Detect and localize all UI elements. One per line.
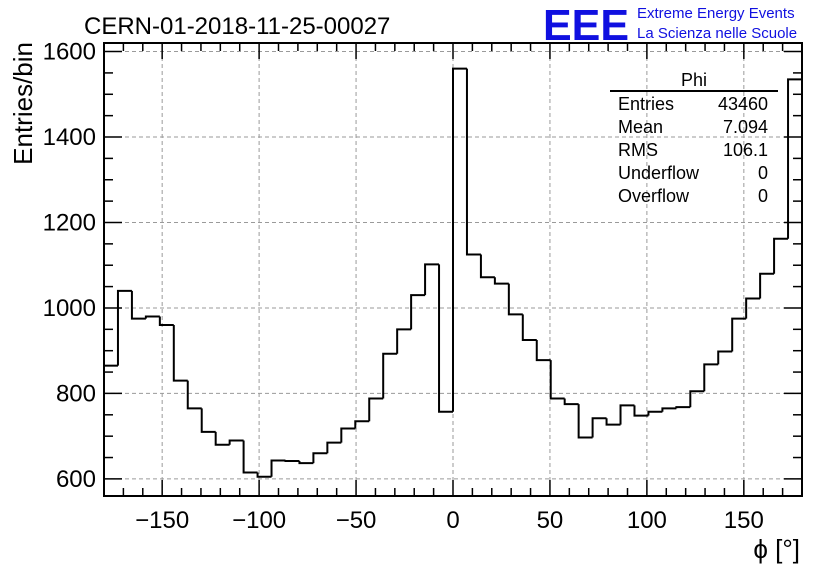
- histogram-bin: [563, 398, 579, 406]
- y-tick-label: 1000: [43, 295, 96, 322]
- stats-label-underflow: Underflow: [618, 163, 700, 183]
- grid: [104, 43, 802, 496]
- histogram-bin: [787, 78, 802, 239]
- histogram-bin: [535, 340, 551, 362]
- stats-label-entries: Entries: [618, 94, 674, 114]
- histogram-bin: [312, 452, 328, 464]
- logo-line-2: La Scienza nelle Scuole: [637, 25, 797, 42]
- x-axis-label: ϕ [°]: [753, 534, 800, 564]
- histogram-bin: [521, 314, 537, 342]
- logo-mark: EEE: [543, 1, 629, 50]
- histogram-bin: [465, 68, 481, 256]
- histogram-bin: [438, 264, 453, 413]
- histogram-bin: [158, 316, 174, 327]
- histogram-bin: [647, 410, 663, 416]
- histogram-bin: [424, 263, 440, 296]
- y-tick-label: 600: [56, 466, 96, 493]
- stats-label-mean: Mean: [618, 117, 663, 137]
- histogram-bin: [396, 328, 412, 354]
- stats-value-overflow: 0: [758, 186, 768, 206]
- histogram-bin: [605, 418, 621, 426]
- y-tick-labels: 600 800 1000 1200 1400 1600: [43, 39, 96, 493]
- stats-value-underflow: 0: [758, 163, 768, 183]
- logo-line-1: Extreme Energy Events: [637, 5, 795, 22]
- histogram-bin: [507, 283, 523, 316]
- stats-value-rms: 106.1: [723, 140, 768, 160]
- x-tick-labels: −150 −100 −50 0 50 100 150: [135, 507, 764, 534]
- stats-value-mean: 7.094: [723, 117, 768, 137]
- y-tick-label: 1600: [43, 39, 96, 66]
- histogram-bin: [270, 459, 286, 477]
- y-tick-label: 800: [56, 380, 96, 407]
- histogram-bin: [633, 405, 649, 417]
- stats-box-title: Phi: [681, 70, 707, 90]
- histogram-bin: [228, 439, 244, 445]
- histogram-bin: [717, 350, 733, 365]
- y-axis-label: Entries/bin: [8, 42, 38, 165]
- histogram-bin: [116, 289, 132, 366]
- histogram-bin: [661, 407, 677, 412]
- histogram-bin: [577, 404, 593, 439]
- histogram-bin: [452, 67, 467, 412]
- x-tick-label: 0: [446, 507, 459, 534]
- histogram-bin: [368, 397, 384, 422]
- histogram-bin: [144, 315, 160, 319]
- histogram-bin: [703, 363, 719, 392]
- x-tick-label: −100: [232, 507, 286, 534]
- stats-value-entries: 43460: [718, 94, 768, 114]
- histogram-bin: [479, 254, 495, 279]
- histogram-bin: [382, 352, 398, 399]
- chart-title: CERN-01-2018-11-25-00027: [84, 13, 390, 40]
- histogram-bin: [340, 427, 356, 443]
- y-tick-label: 1200: [43, 209, 96, 236]
- histogram-bin: [354, 420, 370, 429]
- stats-label-overflow: Overflow: [618, 186, 690, 206]
- eee-logo: EEE Extreme Energy Events La Scienza nel…: [543, 1, 797, 50]
- histogram-bin: [172, 325, 188, 382]
- x-tick-label: −150: [135, 507, 189, 534]
- histogram-bin: [773, 237, 789, 274]
- histogram-bin: [759, 272, 775, 299]
- x-tick-label: 150: [724, 507, 764, 534]
- x-tick-label: 100: [627, 507, 667, 534]
- histogram-bin: [298, 460, 314, 465]
- histogram-bin: [549, 360, 565, 400]
- histogram-bin: [186, 380, 202, 410]
- histogram-bin: [731, 317, 747, 352]
- histogram-bin: [619, 404, 635, 425]
- histogram-bin: [130, 290, 146, 320]
- histogram-bin: [493, 277, 509, 285]
- histogram-bin: [214, 431, 230, 446]
- y-tick-label: 1400: [43, 124, 96, 151]
- x-tick-label: −50: [336, 507, 377, 534]
- x-tick-label: 50: [537, 507, 564, 534]
- stats-label-rms: RMS: [618, 140, 658, 160]
- histogram-bin: [242, 440, 258, 474]
- histogram-bin: [675, 406, 691, 409]
- histogram-bin: [200, 408, 216, 433]
- histogram: [104, 67, 802, 478]
- histogram-bin: [256, 472, 272, 478]
- histogram-bin: [745, 297, 761, 319]
- stats-box: Phi Entries 43460 Mean 7.094 RMS 106.1 U…: [610, 70, 778, 206]
- histogram-bin: [689, 390, 705, 408]
- histogram-bin: [410, 294, 426, 330]
- axis-ticks: [103, 43, 803, 496]
- histogram-bin: [591, 417, 607, 438]
- histogram-bin: [326, 441, 342, 454]
